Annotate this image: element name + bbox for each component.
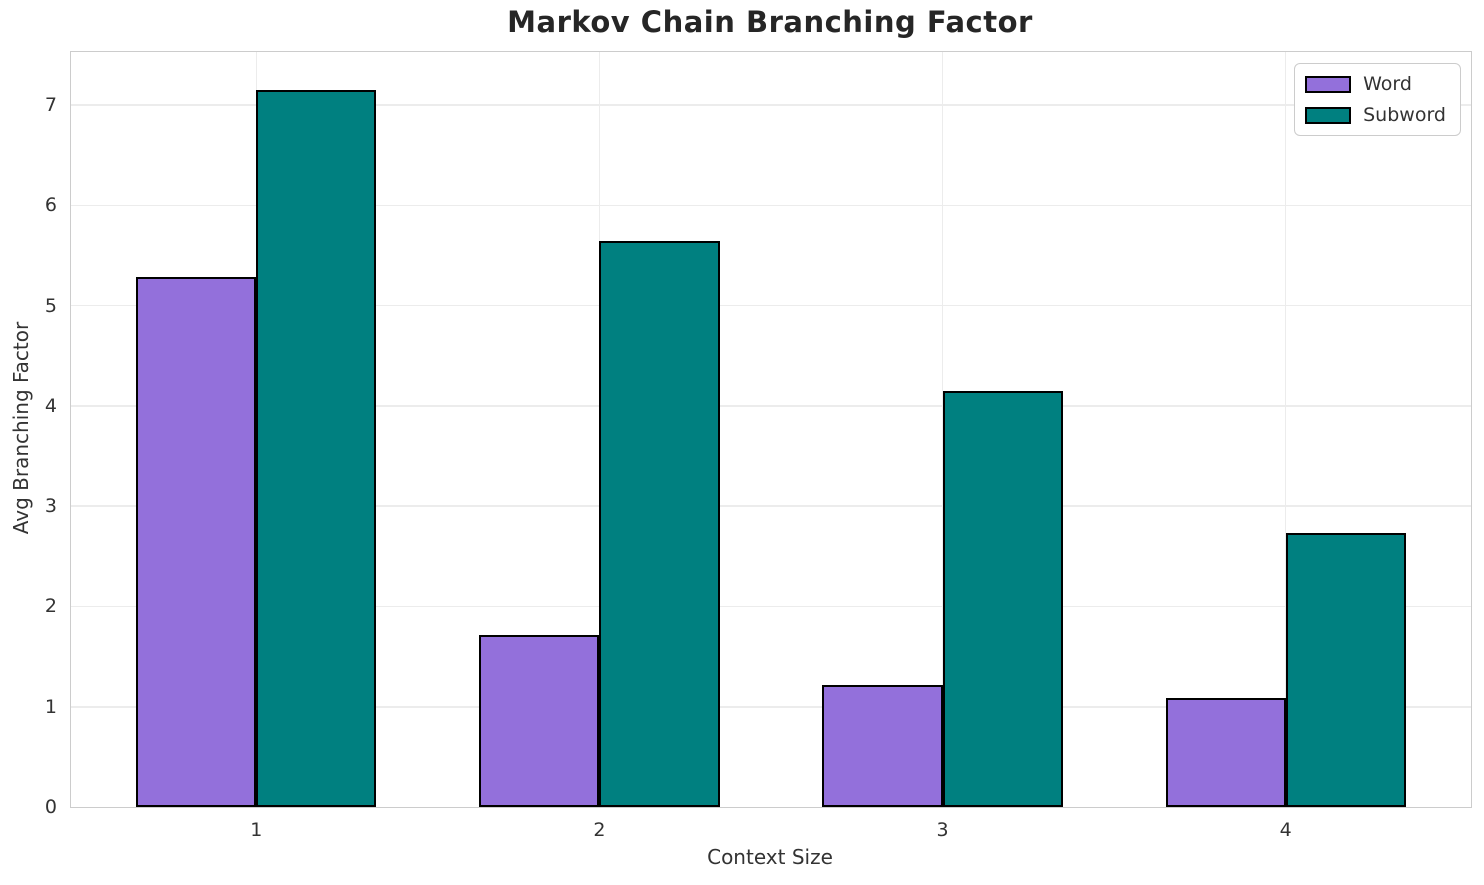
y-gridline: [71, 405, 1471, 407]
bar-word-context-1: [136, 276, 257, 807]
y-gridline: [71, 304, 1471, 307]
y-tick-label: 5: [44, 294, 57, 317]
legend-swatch-word: [1305, 75, 1352, 93]
legend-item-word: Word: [1305, 73, 1446, 95]
x-tick-label: 1: [250, 819, 263, 841]
x-axis-label: Context Size: [707, 845, 833, 869]
bar-word-context-4: [1165, 697, 1286, 807]
y-gridline: [71, 505, 1471, 507]
legend: Word Subword: [1294, 63, 1461, 136]
y-gridline: [71, 706, 1471, 708]
x-tick-label: 2: [593, 819, 606, 841]
bar-subword-context-4: [1285, 533, 1406, 807]
bar-word-context-3: [822, 684, 943, 807]
x-tick-label: 4: [1279, 819, 1292, 841]
x-gridline: [1284, 52, 1287, 807]
y-tick-label: 0: [44, 796, 57, 818]
x-tick-label: 3: [936, 819, 949, 841]
bar-subword-context-3: [942, 390, 1063, 807]
y-axis-label: Avg Branching Factor: [9, 321, 33, 535]
plot-area: 0 1 2 3 4 5 6 7 1 2 3 4 Word Subword: [45, 51, 1472, 841]
legend-swatch-subword: [1305, 106, 1352, 124]
legend-label: Word: [1363, 73, 1412, 95]
legend-item-subword: Subword: [1305, 104, 1446, 126]
y-tick-label: 4: [44, 394, 57, 417]
y-gridline: [71, 104, 1471, 106]
y-tick-label: 6: [44, 194, 57, 217]
bar-word-context-2: [479, 634, 600, 807]
y-tick-label: 1: [44, 695, 57, 718]
y-gridline: [71, 605, 1471, 608]
y-tick-label: 7: [44, 94, 57, 117]
y-tick-label: 2: [44, 595, 57, 618]
bar-subword-context-2: [599, 240, 720, 807]
legend-label: Subword: [1363, 104, 1446, 126]
chart-title: Markov Chain Branching Factor: [507, 5, 1033, 39]
y-tick-label: 3: [44, 495, 57, 518]
y-gridline: [71, 204, 1471, 207]
bar-subword-context-1: [256, 90, 377, 807]
